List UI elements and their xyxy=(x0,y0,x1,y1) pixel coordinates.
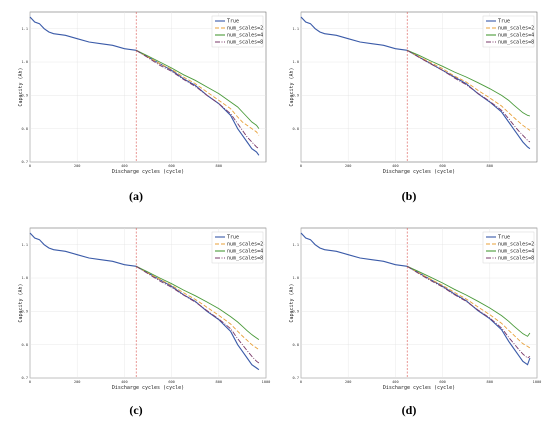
x-tick-label: 200 xyxy=(345,380,352,384)
panel-label: (b) xyxy=(402,189,417,203)
y-axis-label: Capacity (Ah) xyxy=(289,67,295,106)
legend-label: num_scales=4 xyxy=(498,33,534,39)
series-line-2 xyxy=(407,49,531,117)
legend-label: num_scales=2 xyxy=(498,242,534,248)
chart-panel-2: 0 200 400 600 800 1000 0.7 0.8 0.9 1.0 1.1 Discharg… xyxy=(18,227,271,391)
panel-label: (c) xyxy=(129,403,142,417)
series-line-2 xyxy=(407,265,531,337)
panel-label: (a) xyxy=(129,189,143,203)
legend-label: num_scales=8 xyxy=(498,40,534,46)
legend-label: num_scales=4 xyxy=(227,249,263,255)
x-tick-label: 400 xyxy=(392,380,399,384)
x-tick-label: 600 xyxy=(439,164,446,168)
y-tick-label: 1.0 xyxy=(22,60,29,64)
series-line-2 xyxy=(136,49,260,129)
x-tick-label: 200 xyxy=(345,164,352,168)
y-tick-label: 0.9 xyxy=(22,94,29,98)
series-line-3 xyxy=(135,265,260,364)
y-tick-label: 0.9 xyxy=(22,310,29,314)
x-tick-label: 400 xyxy=(392,164,399,168)
legend-label: True xyxy=(498,19,510,25)
x-tick-label: 1000 xyxy=(262,380,271,384)
x-tick-label: 1000 xyxy=(533,380,542,384)
legend-label: True xyxy=(498,235,510,241)
x-axis-label: Discharge cycles (cycle) xyxy=(112,169,184,175)
x-tick-label: 800 xyxy=(216,164,223,168)
y-tick-label: 0.9 xyxy=(293,310,300,314)
chart-panel-3: 0 200 400 600 800 1000 0.7 0.8 0.9 1.0 1.1 Discharg… xyxy=(289,227,542,391)
x-tick-label: 0 xyxy=(300,380,302,384)
x-tick-label: 0 xyxy=(29,380,31,384)
legend-label: num_scales=4 xyxy=(227,33,263,39)
legend-label: num_scales=2 xyxy=(227,26,263,32)
series-line-3 xyxy=(406,49,531,143)
x-axis-label: Discharge cycles (cycle) xyxy=(112,385,184,391)
x-tick-label: 0 xyxy=(29,164,31,168)
legend-label: num_scales=4 xyxy=(498,249,534,255)
y-tick-label: 0.9 xyxy=(293,94,300,98)
y-tick-label: 0.8 xyxy=(293,127,300,131)
x-axis-label: Discharge cycles (cycle) xyxy=(383,385,455,391)
series-line-3 xyxy=(406,265,531,359)
x-tick-label: 200 xyxy=(74,380,81,384)
y-tick-label: 1.0 xyxy=(293,60,300,64)
y-tick-label: 0.7 xyxy=(293,376,300,380)
x-tick-label: 400 xyxy=(121,164,128,168)
x-tick-label: 600 xyxy=(439,380,446,384)
series-line-1 xyxy=(135,49,260,136)
y-tick-label: 0.8 xyxy=(22,127,29,131)
legend-label: num_scales=8 xyxy=(498,256,534,262)
legend-label: num_scales=8 xyxy=(227,40,263,46)
y-tick-label: 1.1 xyxy=(22,243,29,247)
x-axis-label: Discharge cycles (cycle) xyxy=(383,169,455,175)
y-tick-label: 1.0 xyxy=(22,276,29,280)
y-tick-label: 1.1 xyxy=(293,27,300,31)
x-tick-label: 800 xyxy=(216,380,223,384)
x-tick-label: 800 xyxy=(487,164,494,168)
y-tick-label: 0.8 xyxy=(293,343,300,347)
chart-panel-1: 0 200 400 600 800 0.8 0.9 1.0 1.1 Discharge cycle… xyxy=(289,11,538,175)
series-line-3 xyxy=(135,49,260,150)
y-tick-label: 0.7 xyxy=(22,376,29,380)
y-tick-label: 0.8 xyxy=(22,343,29,347)
y-axis-label: Capacity (Ah) xyxy=(289,283,295,322)
y-axis-label: Capacity (Ah) xyxy=(18,283,24,322)
x-tick-label: 400 xyxy=(121,380,128,384)
chart-panel-0: 0 200 400 600 800 0.7 0.8 0.9 1.0 1.1 Discharge cy… xyxy=(18,11,267,175)
y-tick-label: 1.0 xyxy=(293,276,300,280)
panel-label: (d) xyxy=(402,403,417,417)
y-tick-label: 0.7 xyxy=(22,160,29,164)
series-line-1 xyxy=(406,49,531,131)
series-line-2 xyxy=(136,265,260,341)
legend-label: num_scales=8 xyxy=(227,256,263,262)
x-tick-label: 200 xyxy=(74,164,81,168)
x-tick-label: 600 xyxy=(168,164,175,168)
y-tick-label: 1.1 xyxy=(293,243,300,247)
y-axis-label: Capacity (Ah) xyxy=(18,67,24,106)
series-line-1 xyxy=(135,265,260,351)
x-tick-label: 800 xyxy=(487,380,494,384)
legend-label: True xyxy=(227,235,239,241)
legend-label: True xyxy=(227,19,239,25)
legend-label: num_scales=2 xyxy=(227,242,263,248)
series-line-1 xyxy=(406,265,531,349)
y-tick-label: 1.1 xyxy=(22,27,29,31)
legend-label: num_scales=2 xyxy=(498,26,534,32)
x-tick-label: 0 xyxy=(300,164,302,168)
x-tick-label: 600 xyxy=(168,380,175,384)
